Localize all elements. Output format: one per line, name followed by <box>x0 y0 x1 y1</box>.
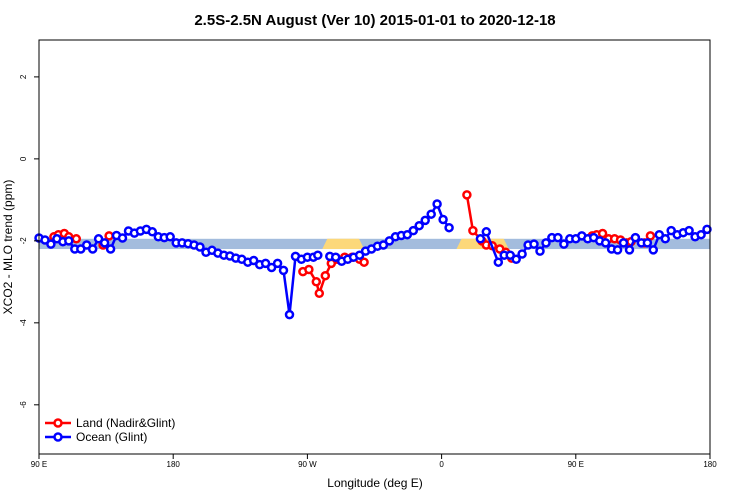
x-tick-label: 180 <box>703 460 717 469</box>
ocean-point <box>64 236 74 246</box>
legend-marker <box>53 432 63 442</box>
land-point <box>71 234 82 244</box>
land-point <box>320 270 331 281</box>
ocean-point <box>438 214 448 225</box>
ocean-point <box>702 224 712 235</box>
land-point <box>314 288 325 299</box>
ocean-point <box>642 238 653 248</box>
plot-series <box>34 190 712 320</box>
y-tick-label: 2 <box>19 74 28 79</box>
ocean-point <box>414 220 424 231</box>
y-tick-label: -4 <box>19 319 28 327</box>
x-axis: 90 E 180 90 W 0 90 E 180 <box>31 454 717 469</box>
land-point <box>359 257 369 267</box>
ocean-point <box>99 238 110 248</box>
ocean-point <box>493 257 504 267</box>
land-point <box>468 225 478 236</box>
ocean-point <box>517 249 527 259</box>
ocean-point <box>165 232 175 242</box>
ocean-point <box>313 250 323 260</box>
ocean-point <box>408 225 419 236</box>
ocean-point <box>654 229 665 240</box>
ocean-point <box>284 309 295 320</box>
ocean-point <box>559 239 569 249</box>
ocean-point <box>535 246 545 256</box>
ocean-point <box>272 258 283 269</box>
legend-label: Ocean (Glint) <box>76 430 147 444</box>
legend-marker <box>53 418 63 428</box>
ocean-point <box>378 240 389 250</box>
land-point <box>597 228 608 239</box>
y-axis-label: XCO2 - MLO trend (ppm) <box>1 180 15 315</box>
ocean-point <box>354 250 365 260</box>
ocean-point <box>624 245 635 255</box>
legend: Land (Nadir&Glint)Ocean (Glint) <box>45 416 175 444</box>
ocean-point <box>475 234 486 244</box>
land-point <box>311 277 322 287</box>
ocean-point <box>93 234 104 244</box>
ocean-point <box>696 229 706 240</box>
ocean-point <box>660 234 671 244</box>
x-tick-label: 90 W <box>298 460 317 469</box>
ocean-point <box>684 225 694 236</box>
x-tick-label: 180 <box>167 460 181 469</box>
ocean-point <box>553 232 563 243</box>
ocean-point <box>147 227 158 237</box>
y-tick-label: 0 <box>19 156 28 161</box>
x-tick-label: 0 <box>439 460 444 469</box>
ocean-point <box>505 250 515 260</box>
ocean-point <box>105 244 116 254</box>
ocean-point <box>420 215 430 226</box>
ocean-point <box>618 238 629 248</box>
ocean-point <box>529 239 539 249</box>
ocean-point <box>278 265 289 276</box>
ocean-point <box>46 239 56 249</box>
ocean-point <box>541 238 551 248</box>
ocean-point <box>195 242 205 252</box>
land-point <box>304 264 314 275</box>
ocean-point <box>384 236 395 246</box>
ocean-point <box>87 244 98 254</box>
ocean-point <box>666 225 676 236</box>
ocean-point <box>600 238 611 248</box>
plot-frame <box>38 39 711 455</box>
ocean-point <box>402 229 413 240</box>
ocean-point <box>511 254 521 265</box>
land-point <box>462 190 472 200</box>
ocean-point <box>266 262 277 273</box>
x-tick-label: 90 E <box>31 460 47 469</box>
ocean-point <box>612 245 623 255</box>
y-axis: 2 0 -2 -4 -6 <box>19 74 39 408</box>
y-tick-label: -6 <box>19 401 28 409</box>
ocean-point <box>426 209 436 219</box>
ocean-point <box>630 232 641 243</box>
y-tick-label: -2 <box>19 237 28 245</box>
land-point <box>104 231 114 241</box>
x-tick-label: 90 E <box>568 460 584 469</box>
chart-title: 2.5S-2.5N August (Ver 10) 2015-01-01 to … <box>194 12 555 29</box>
ocean-point <box>432 199 442 209</box>
ocean-point <box>248 255 259 266</box>
ocean-point <box>648 245 659 255</box>
x-axis-label: Longitude (deg E) <box>327 476 422 490</box>
ocean-point <box>330 252 341 262</box>
ocean-point <box>444 222 454 233</box>
land-segment-1 <box>322 238 365 250</box>
ocean-point <box>117 233 128 243</box>
ocean-point <box>40 235 50 245</box>
ocean-point <box>260 258 271 269</box>
ocean-point <box>481 227 492 237</box>
legend-label: Land (Nadir&Glint) <box>76 416 175 430</box>
